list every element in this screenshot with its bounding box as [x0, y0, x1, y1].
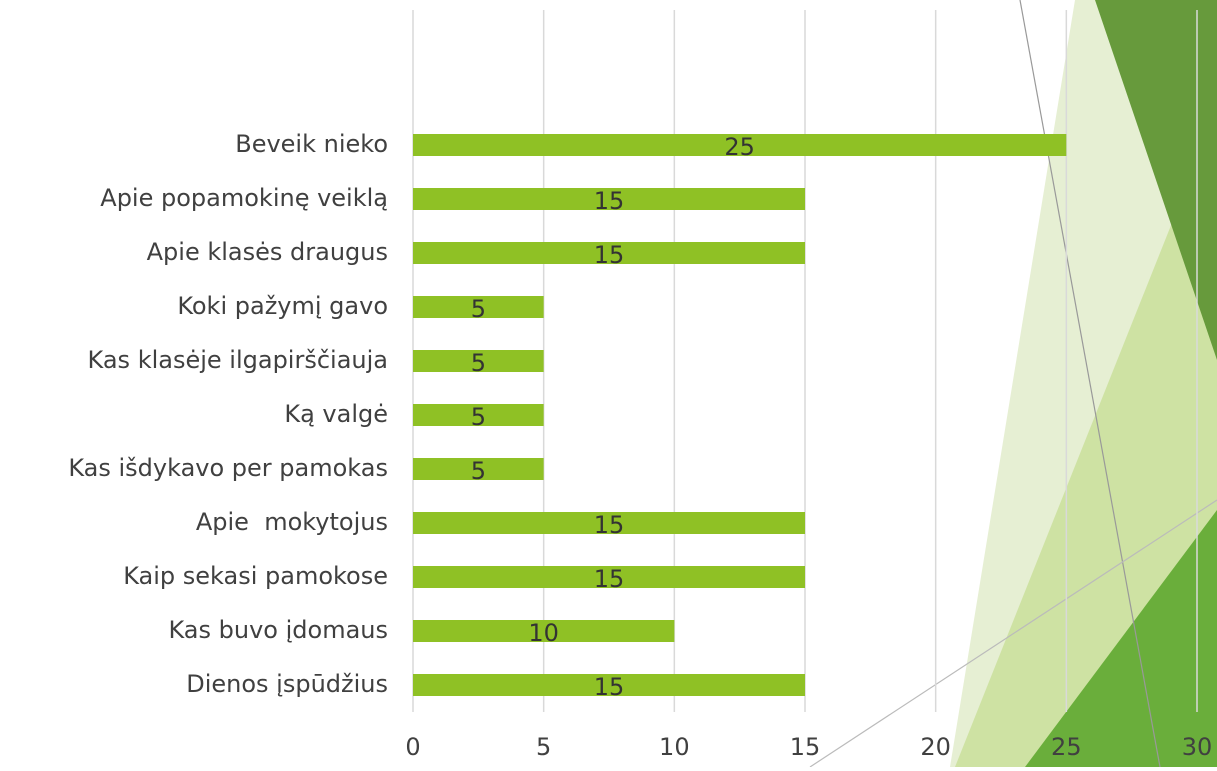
decor-line	[1019, 0, 1161, 768]
bar	[413, 620, 675, 642]
bar	[413, 512, 805, 534]
decor-dark	[1095, 0, 1217, 360]
x-tick-label: 25	[1051, 733, 1082, 761]
x-tick-label: 20	[920, 733, 951, 761]
data-label: 15	[594, 565, 625, 593]
y-tick-label: Kaip sekasi pamokose	[123, 562, 388, 590]
y-tick-label: Kas buvo įdomaus	[168, 616, 388, 644]
x-tick-label: 15	[790, 733, 821, 761]
decor-line	[809, 499, 1217, 768]
x-tick-label: 0	[405, 733, 420, 761]
y-tick-label: Apie popamokinę veiklą	[100, 184, 388, 212]
y-tick-label: Ką valgė	[284, 400, 388, 428]
chart: 0 5 10 15 20 25 30 Beveik nieko 25 Apie popamokin…	[68, 10, 1212, 761]
data-label: 5	[471, 349, 486, 377]
data-label: 15	[594, 241, 625, 269]
bar	[413, 566, 805, 588]
data-label: 15	[594, 187, 625, 215]
data-label: 10	[528, 619, 559, 647]
bar	[413, 458, 544, 480]
bar	[413, 242, 805, 264]
bar	[413, 296, 544, 318]
bar	[413, 350, 544, 372]
x-tick-label: 5	[536, 733, 551, 761]
y-tick-label: Koki pažymį gavo	[177, 292, 388, 320]
y-tick-label: Beveik nieko	[235, 130, 388, 158]
data-label: 25	[724, 133, 755, 161]
decoration	[809, 0, 1217, 768]
decor-bright	[1025, 510, 1217, 767]
bar	[413, 134, 1067, 156]
x-tick-label: 30	[1182, 733, 1213, 761]
bar	[413, 404, 544, 426]
x-tick-label: 10	[659, 733, 690, 761]
y-tick-label: Apie mokytojus	[196, 508, 388, 536]
data-label: 5	[471, 295, 486, 323]
y-tick-label: Kas išdykavo per pamokas	[68, 454, 388, 482]
data-label: 5	[471, 457, 486, 485]
data-label: 15	[594, 673, 625, 701]
y-tick-label: Dienos įspūdžius	[186, 670, 388, 698]
y-tick-label: Apie klasės draugus	[147, 238, 388, 266]
bar	[413, 674, 805, 696]
data-label: 5	[471, 403, 486, 431]
bar	[413, 188, 805, 210]
y-tick-label: Kas klasėje ilgapirščiauja	[88, 346, 388, 374]
data-label: 15	[594, 511, 625, 539]
